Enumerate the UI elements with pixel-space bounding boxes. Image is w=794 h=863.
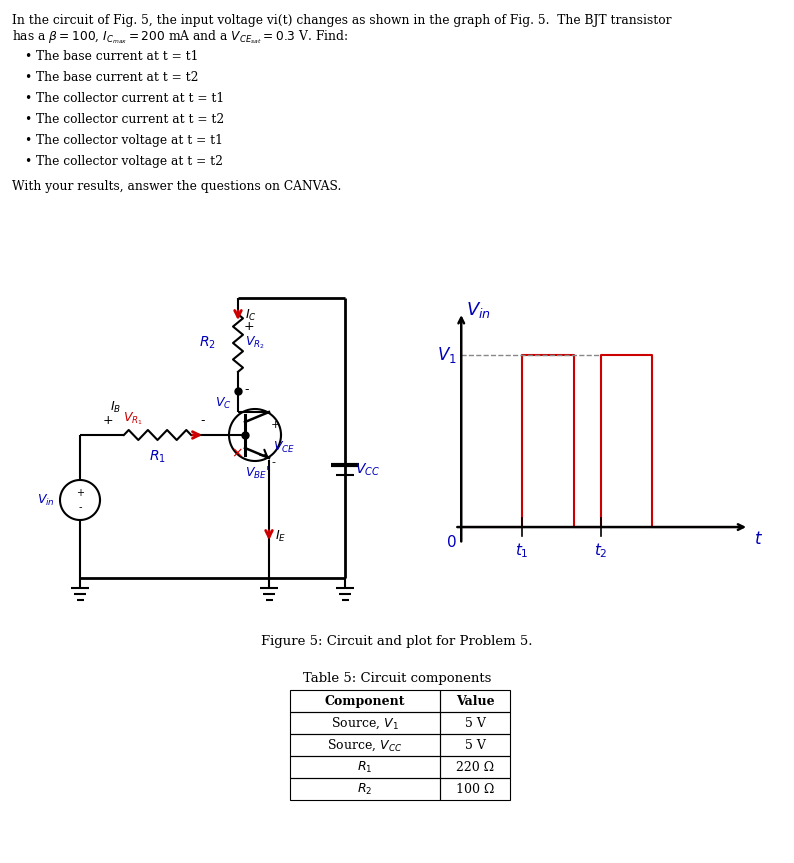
Text: +: +	[271, 420, 280, 430]
Text: $R_1$: $R_1$	[357, 759, 372, 775]
Text: $V_C$: $V_C$	[215, 396, 232, 411]
Text: •: •	[24, 92, 31, 105]
Text: $I_B$: $I_B$	[110, 400, 121, 415]
Text: $V_{in}$: $V_{in}$	[37, 493, 55, 507]
Text: +: +	[103, 414, 114, 427]
Text: •: •	[24, 71, 31, 84]
Bar	[290, 756, 440, 778]
Text: $I_C$: $I_C$	[245, 308, 256, 323]
Text: 220 Ω: 220 Ω	[456, 760, 494, 773]
Text: $0$: $0$	[446, 534, 457, 550]
Text: Figure 5: Circuit and plot for Problem 5.: Figure 5: Circuit and plot for Problem 5…	[261, 635, 533, 648]
Text: $V_1$: $V_1$	[437, 345, 457, 365]
Text: has a $\beta = 100$, $I_{C_{max}} = 200$ mA and a $V_{CE_{sat}} = 0.3$ V. Find:: has a $\beta = 100$, $I_{C_{max}} = 200$…	[12, 28, 349, 46]
Text: Value: Value	[456, 695, 495, 708]
Text: •: •	[24, 155, 31, 168]
Bar	[290, 778, 440, 800]
Bar	[440, 734, 510, 756]
Text: 100 Ω: 100 Ω	[456, 783, 494, 796]
Text: -: -	[79, 502, 82, 512]
Bar	[440, 778, 510, 800]
Text: +: +	[76, 488, 84, 498]
Text: $V_{CE}$: $V_{CE}$	[273, 440, 295, 455]
Text: The collector voltage at t = t2: The collector voltage at t = t2	[36, 155, 223, 168]
Text: •: •	[24, 134, 31, 147]
Text: The base current at t = t2: The base current at t = t2	[36, 71, 198, 84]
Text: •: •	[24, 50, 31, 63]
Text: $t$: $t$	[754, 531, 762, 549]
Text: The collector current at t = t2: The collector current at t = t2	[36, 113, 224, 126]
Text: -: -	[244, 383, 249, 396]
Text: Component: Component	[325, 695, 405, 708]
Bar	[290, 712, 440, 734]
Bar	[440, 712, 510, 734]
Text: $t_1$: $t_1$	[515, 541, 529, 559]
Bar	[290, 734, 440, 756]
Text: Source, $V_1$: Source, $V_1$	[331, 715, 399, 731]
Text: $R_2$: $R_2$	[199, 335, 216, 351]
Text: $V_{in}$: $V_{in}$	[466, 300, 491, 320]
Text: $V_{R_1}$: $V_{R_1}$	[123, 411, 143, 427]
Text: +: +	[244, 320, 255, 333]
Text: The collector voltage at t = t1: The collector voltage at t = t1	[36, 134, 223, 147]
Text: $V_{R_2}$: $V_{R_2}$	[245, 335, 265, 351]
Text: -: -	[271, 457, 275, 467]
Bar	[290, 690, 440, 712]
Text: Source, $V_{CC}$: Source, $V_{CC}$	[327, 737, 403, 753]
Text: $V_{CC}$: $V_{CC}$	[355, 462, 380, 478]
Bar	[440, 756, 510, 778]
Text: The collector current at t = t1: The collector current at t = t1	[36, 92, 224, 105]
Text: $V_{BE}$': $V_{BE}$'	[245, 465, 270, 481]
Bar	[440, 690, 510, 712]
Text: The base current at t = t1: The base current at t = t1	[36, 50, 198, 63]
Text: $t_2$: $t_2$	[594, 541, 607, 559]
Text: •: •	[24, 113, 31, 126]
Text: -: -	[201, 414, 205, 427]
Text: $R_2$: $R_2$	[357, 782, 372, 797]
Text: $I_E$: $I_E$	[275, 528, 286, 544]
Text: 5 V: 5 V	[464, 739, 485, 752]
Text: Table 5: Circuit components: Table 5: Circuit components	[303, 672, 491, 685]
Text: In the circuit of Fig. 5, the input voltage vi(t) changes as shown in the graph : In the circuit of Fig. 5, the input volt…	[12, 14, 672, 27]
Text: $R_1$: $R_1$	[149, 449, 166, 465]
Text: $\times$: $\times$	[231, 446, 243, 460]
Text: With your results, answer the questions on CANVAS.: With your results, answer the questions …	[12, 180, 341, 193]
Text: 5 V: 5 V	[464, 716, 485, 729]
